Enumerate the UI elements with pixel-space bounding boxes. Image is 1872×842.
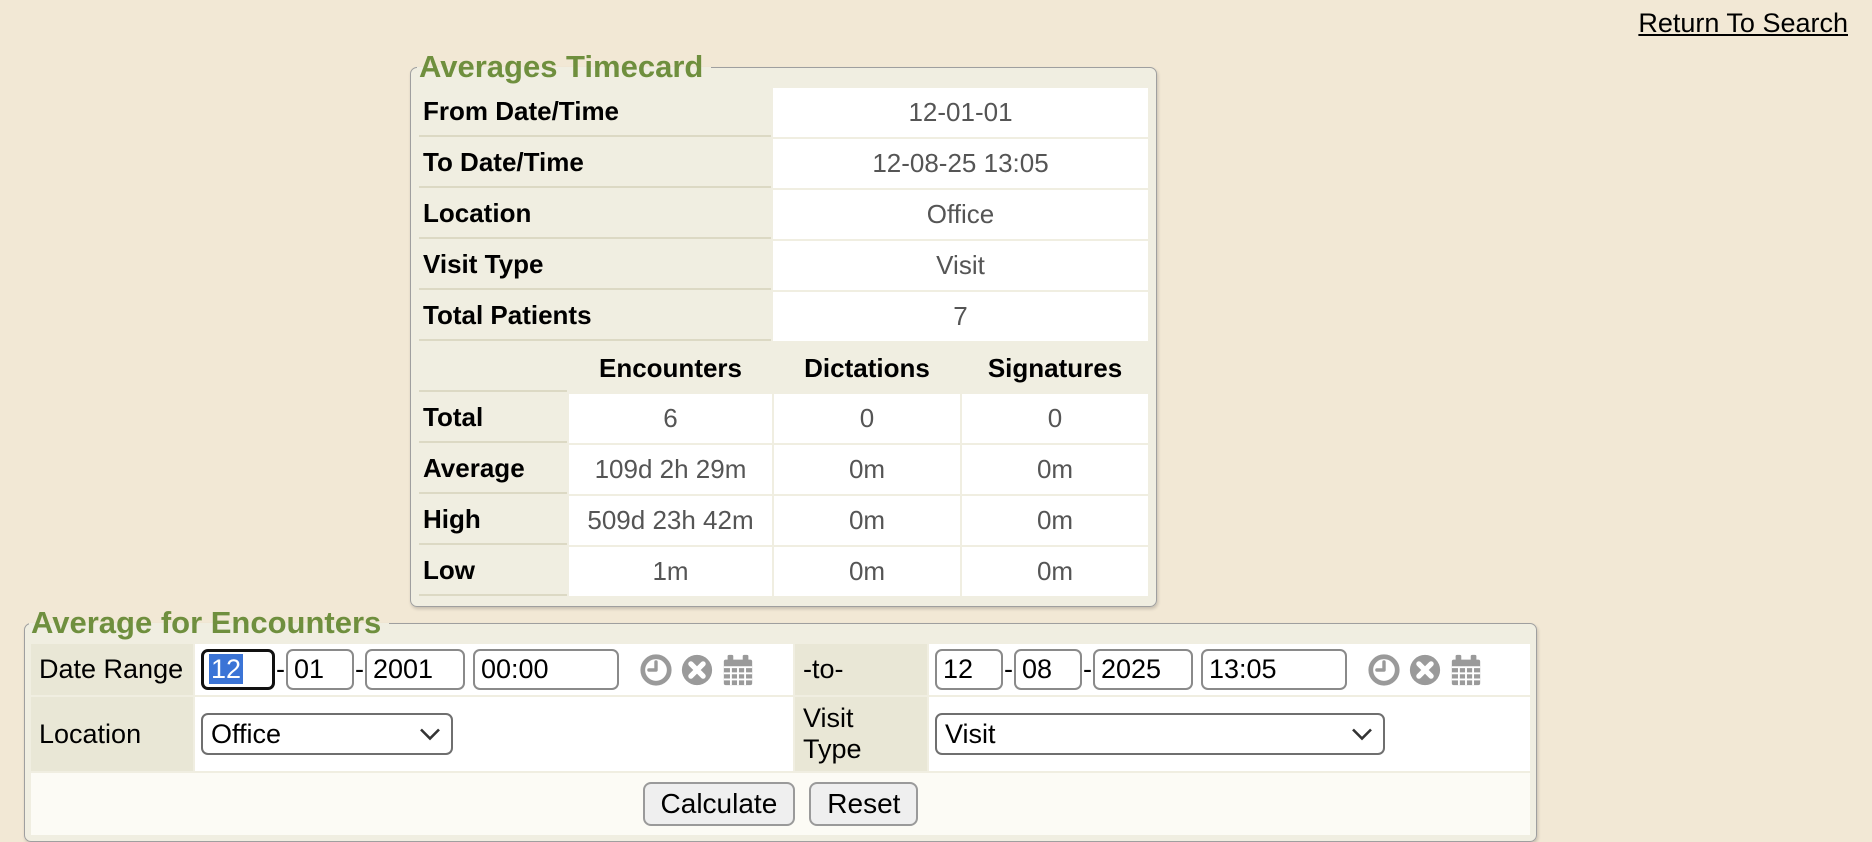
timecard-summary-table: From Date/Time 12-01-01 To Date/Time 12-… — [417, 86, 1150, 343]
low-row-label: Low — [419, 547, 567, 597]
from-clock-icon[interactable] — [639, 653, 673, 687]
location-label: Location — [31, 697, 193, 772]
visit-type-row-value: Visit — [773, 241, 1148, 291]
date-separator: - — [276, 654, 285, 685]
total-patients-value: 7 — [773, 292, 1148, 342]
date-separator: - — [1083, 654, 1092, 685]
to-clock-icon[interactable] — [1367, 653, 1401, 687]
average-row-label: Average — [419, 445, 567, 495]
high-signatures-value: 0m — [962, 496, 1148, 546]
low-dictations-value: 0m — [774, 547, 960, 597]
table-row: Location Office — [419, 190, 1148, 240]
encounters-column-header: Encounters — [598, 353, 743, 384]
to-day-input[interactable] — [1014, 649, 1082, 691]
to-clear-icon[interactable] — [1408, 653, 1442, 687]
to-label: -to- — [795, 644, 927, 696]
from-month-input[interactable]: 12 — [201, 649, 275, 691]
visit-type-select-wrap: Visit — [935, 713, 1385, 756]
from-datetime-label: From Date/Time — [419, 88, 771, 138]
signatures-column-header: Signatures — [987, 353, 1123, 384]
date-separator: - — [355, 654, 364, 685]
encounters-form-table: Date Range 12 - - -to- - - Location Office … — [29, 642, 1532, 837]
table-row: To Date/Time 12-08-25 13:05 — [419, 139, 1148, 189]
from-datetime-value: 12-01-01 — [773, 88, 1148, 138]
location-select-wrap: Office — [201, 713, 453, 756]
date-range-row: Date Range 12 - - -to- - - — [31, 644, 1530, 696]
to-month-input[interactable] — [935, 649, 1003, 691]
location-row-label: Location — [419, 190, 771, 240]
low-encounters-value: 1m — [569, 547, 772, 597]
table-row: Average 109d 2h 29m 0m 0m — [419, 445, 1148, 495]
timecard-stats-table: Encounters Dictations Signatures Total 6… — [417, 343, 1150, 598]
return-to-search-link[interactable]: Return To Search — [1638, 8, 1848, 38]
location-row-value: Office — [773, 190, 1148, 240]
from-day-input[interactable] — [286, 649, 354, 691]
visit-type-select[interactable]: Visit — [935, 713, 1385, 756]
table-row: Visit Type Visit — [419, 241, 1148, 291]
to-datetime-label: To Date/Time — [419, 139, 771, 189]
date-range-label: Date Range — [31, 644, 193, 696]
buttons-row: Calculate Reset — [31, 773, 1530, 836]
dictations-column-header: Dictations — [804, 353, 930, 384]
stats-corner-cell — [419, 345, 567, 393]
high-encounters-value: 509d 23h 42m — [569, 496, 772, 546]
location-visit-row: Location Office Visit Type Visit — [31, 697, 1530, 772]
location-select[interactable]: Office — [201, 713, 453, 756]
total-signatures-value: 0 — [962, 394, 1148, 444]
total-dictations-value: 0 — [774, 394, 960, 444]
average-for-encounters-panel: Average for Encounters Date Range 12 - - -… — [24, 605, 1537, 842]
to-year-input[interactable] — [1093, 649, 1193, 691]
high-row-label: High — [419, 496, 567, 546]
table-row: High 509d 23h 42m 0m 0m — [419, 496, 1148, 546]
visit-type-label: Visit Type — [795, 697, 927, 772]
average-dictations-value: 0m — [774, 445, 960, 495]
from-time-input[interactable] — [473, 649, 619, 691]
total-row-label: Total — [419, 394, 567, 444]
average-signatures-value: 0m — [962, 445, 1148, 495]
from-year-input[interactable] — [365, 649, 465, 691]
from-clear-icon[interactable] — [680, 653, 714, 687]
table-row: Total 6 0 0 — [419, 394, 1148, 444]
total-patients-label: Total Patients — [419, 292, 771, 342]
selected-text: 12 — [209, 654, 244, 685]
average-for-encounters-legend: Average for Encounters — [31, 605, 382, 640]
reset-button[interactable]: Reset — [809, 782, 919, 827]
total-encounters-value: 6 — [569, 394, 772, 444]
low-signatures-value: 0m — [962, 547, 1148, 597]
to-calendar-icon[interactable] — [1449, 653, 1483, 687]
date-separator: - — [1004, 654, 1013, 685]
high-dictations-value: 0m — [774, 496, 960, 546]
to-time-input[interactable] — [1201, 649, 1347, 691]
averages-timecard-legend: Averages Timecard — [419, 49, 704, 84]
table-row: Total Patients 7 — [419, 292, 1148, 342]
visit-type-row-label: Visit Type — [419, 241, 771, 291]
table-row: From Date/Time 12-01-01 — [419, 88, 1148, 138]
averages-timecard-panel: Averages Timecard From Date/Time 12-01-0… — [410, 49, 1157, 608]
to-datetime-value: 12-08-25 13:05 — [773, 139, 1148, 189]
table-row: Low 1m 0m 0m — [419, 547, 1148, 597]
from-calendar-icon[interactable] — [721, 653, 755, 687]
stats-header-row: Encounters Dictations Signatures — [419, 345, 1148, 393]
average-encounters-value: 109d 2h 29m — [569, 445, 772, 495]
calculate-button[interactable]: Calculate — [642, 782, 796, 827]
